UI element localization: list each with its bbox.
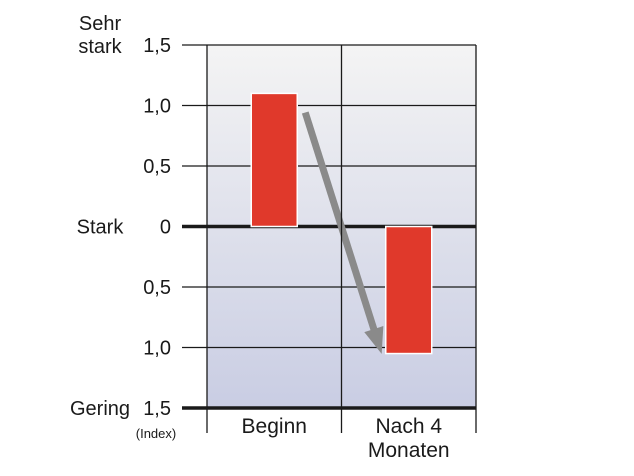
y-tick-label: 1,0 — [143, 96, 171, 118]
x-category-label: Nach 4 — [375, 415, 442, 438]
bars — [250, 92, 433, 355]
grid-lines — [182, 44, 476, 410]
y-tick-label: 1,5 — [143, 35, 171, 57]
y-unit-note: (Index) — [136, 426, 176, 441]
y-category-label: stark — [78, 36, 122, 58]
y-category-label: Sehr — [79, 13, 122, 35]
y-tick-label: 1,0 — [143, 338, 171, 360]
y-tick-label: 0,5 — [143, 156, 171, 178]
y-tick-label: 1,5 — [143, 398, 171, 420]
y-category-label: Stark — [77, 217, 125, 239]
x-category-label: Monaten — [368, 439, 450, 462]
y-tick-label: 0 — [160, 217, 171, 239]
x-category-label: Beginn — [242, 415, 307, 438]
axes — [206, 45, 477, 433]
y-tick-label: 0,5 — [143, 277, 171, 299]
bar — [385, 225, 433, 355]
bar — [250, 92, 298, 228]
y-category-label: Gering — [70, 398, 130, 420]
